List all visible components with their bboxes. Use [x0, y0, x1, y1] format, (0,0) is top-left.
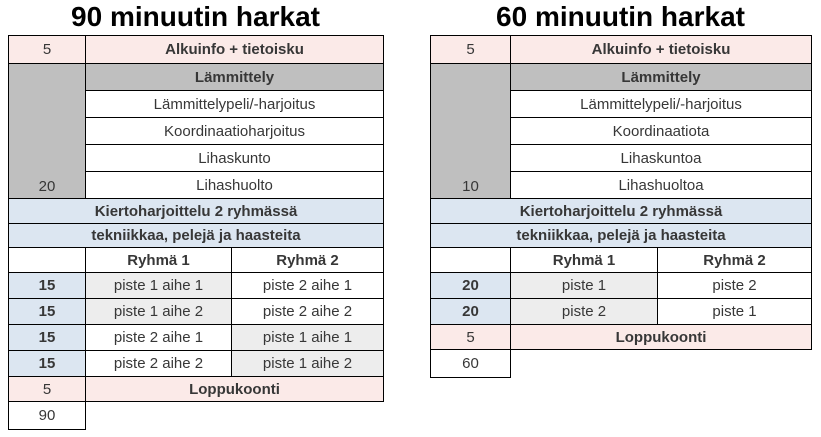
warmup-item-row: Lihashuolto	[9, 171, 385, 199]
group1-cell: piste 2	[510, 298, 658, 325]
warmup-item-row: Koordinaatioharjoitus	[9, 117, 385, 145]
group-header-row: Ryhmä 1 Ryhmä 2	[430, 247, 813, 273]
group2-cell: piste 2	[656, 272, 813, 299]
group1-cell: piste 1	[510, 272, 658, 299]
duration-cell: 15	[8, 272, 86, 299]
duration-cell: 20	[8, 63, 86, 199]
activity-cell: Lihashuolto	[84, 171, 385, 199]
group2-cell: piste 1 aihe 2	[230, 350, 385, 377]
duration-cell: 20	[430, 298, 511, 325]
activity-cell: Loppukoonti	[84, 376, 385, 402]
activity-cell: Alkuinfo + tietoisku	[509, 35, 813, 64]
loppukoonti-row: 5 Loppukoonti	[430, 324, 813, 350]
group1-header-cell: Ryhmä 1	[510, 247, 658, 273]
band-cell: tekniikkaa, pelejä ja haasteita	[7, 223, 385, 248]
circuit-row: 15 piste 1 aihe 1 piste 2 aihe 1	[8, 272, 385, 299]
activity-cell: Loppukoonti	[509, 324, 813, 350]
duration-cell: 5	[8, 35, 86, 64]
empty-cell	[511, 350, 812, 378]
circuit-row: 15 piste 1 aihe 2 piste 2 aihe 2	[8, 298, 385, 325]
alkuinfo-row: 5 Alkuinfo + tietoisku	[8, 35, 385, 64]
duration-cell: 10	[430, 63, 511, 199]
group1-cell: piste 2 aihe 1	[85, 324, 232, 351]
warmup-item-row: Lämmittelypeli/-harjoitus	[9, 90, 385, 118]
group2-header-cell: Ryhmä 2	[230, 247, 385, 273]
alkuinfo-row: 5 Alkuinfo + tietoisku	[430, 35, 813, 64]
circuit-band-row: Kiertoharjoittelu 2 ryhmässä	[429, 198, 813, 224]
circuit-row: 15 piste 2 aihe 1 piste 1 aihe 1	[8, 324, 385, 351]
empty-cell	[430, 247, 511, 273]
total-row: 60	[430, 349, 812, 378]
duration-cell: 5	[430, 35, 511, 64]
group1-cell: piste 1 aihe 1	[85, 272, 232, 299]
plan-90-title: 90 minuutin harkat	[71, 1, 320, 32]
duration-cell: 5	[430, 324, 511, 350]
duration-cell: 20	[430, 272, 511, 299]
band-cell: tekniikkaa, pelejä ja haasteita	[429, 223, 813, 248]
duration-cell: 5	[8, 376, 86, 402]
group2-cell: piste 2 aihe 2	[230, 298, 385, 325]
warmup-header-row: 20 Lämmittely	[8, 63, 385, 199]
empty-cell	[8, 247, 86, 273]
group-header-row: Ryhmä 1 Ryhmä 2	[8, 247, 385, 273]
loppukoonti-row: 5 Loppukoonti	[8, 376, 385, 402]
plan-90-table: 5 Alkuinfo + tietoisku 20 Lämmittely Läm…	[7, 35, 385, 430]
plan-60-title: 60 minuutin harkat	[496, 1, 745, 32]
section-header-cell: Lämmittely	[509, 63, 813, 91]
duration-cell: 15	[8, 324, 86, 351]
group1-header-cell: Ryhmä 1	[85, 247, 232, 273]
activity-cell: Lämmittelypeli/-harjoitus	[84, 90, 385, 118]
plan-90min: 90 minuutin harkat 5 Alkuinfo + tietoisk…	[7, 0, 385, 430]
total-minutes-cell: 90	[8, 401, 86, 430]
circuit-band-row: Kiertoharjoittelu 2 ryhmässä	[7, 198, 385, 224]
circuit-row: 15 piste 2 aihe 2 piste 1 aihe 2	[8, 350, 385, 377]
activity-cell: Koordinaatioharjoitus	[84, 117, 385, 145]
group1-cell: piste 1 aihe 2	[85, 298, 232, 325]
total-minutes-cell: 60	[430, 349, 511, 378]
warmup-item-row: Lihaskuntoa	[431, 144, 813, 172]
circuit-row: 20 piste 2 piste 1	[430, 298, 813, 325]
plan-60-table: 5 Alkuinfo + tietoisku 10 Lämmittely Läm…	[429, 35, 813, 378]
duration-cell: 15	[8, 298, 86, 325]
circuit-row: 20 piste 1 piste 2	[430, 272, 813, 299]
activity-cell: Lihaskuntoa	[509, 144, 813, 172]
group2-cell: piste 1 aihe 1	[230, 324, 385, 351]
activity-cell: Koordinaatiota	[509, 117, 813, 145]
activity-cell: Alkuinfo + tietoisku	[84, 35, 385, 64]
warmup-item-row: Lihashuoltoa	[431, 171, 813, 199]
warmup-item-row: Koordinaatiota	[431, 117, 813, 145]
duration-cell: 15	[8, 350, 86, 377]
empty-cell	[86, 402, 384, 430]
group2-header-cell: Ryhmä 2	[656, 247, 813, 273]
group2-cell: piste 2 aihe 1	[230, 272, 385, 299]
circuit-band-row: tekniikkaa, pelejä ja haasteita	[7, 223, 385, 248]
total-row: 90	[8, 401, 384, 430]
plan-60min: 60 minuutin harkat 5 Alkuinfo + tietoisk…	[429, 0, 813, 378]
section-header-cell: Lämmittely	[84, 63, 385, 91]
warmup-header-row: 10 Lämmittely	[430, 63, 813, 199]
activity-cell: Lihashuoltoa	[509, 171, 813, 199]
activity-cell: Lihaskunto	[84, 144, 385, 172]
circuit-band-row: tekniikkaa, pelejä ja haasteita	[429, 223, 813, 248]
group2-cell: piste 1	[656, 298, 813, 325]
group1-cell: piste 2 aihe 2	[85, 350, 232, 377]
warmup-item-row: Lämmittelypeli/-harjoitus	[431, 90, 813, 118]
band-cell: Kiertoharjoittelu 2 ryhmässä	[7, 198, 385, 224]
activity-cell: Lämmittelypeli/-harjoitus	[509, 90, 813, 118]
band-cell: Kiertoharjoittelu 2 ryhmässä	[429, 198, 813, 224]
